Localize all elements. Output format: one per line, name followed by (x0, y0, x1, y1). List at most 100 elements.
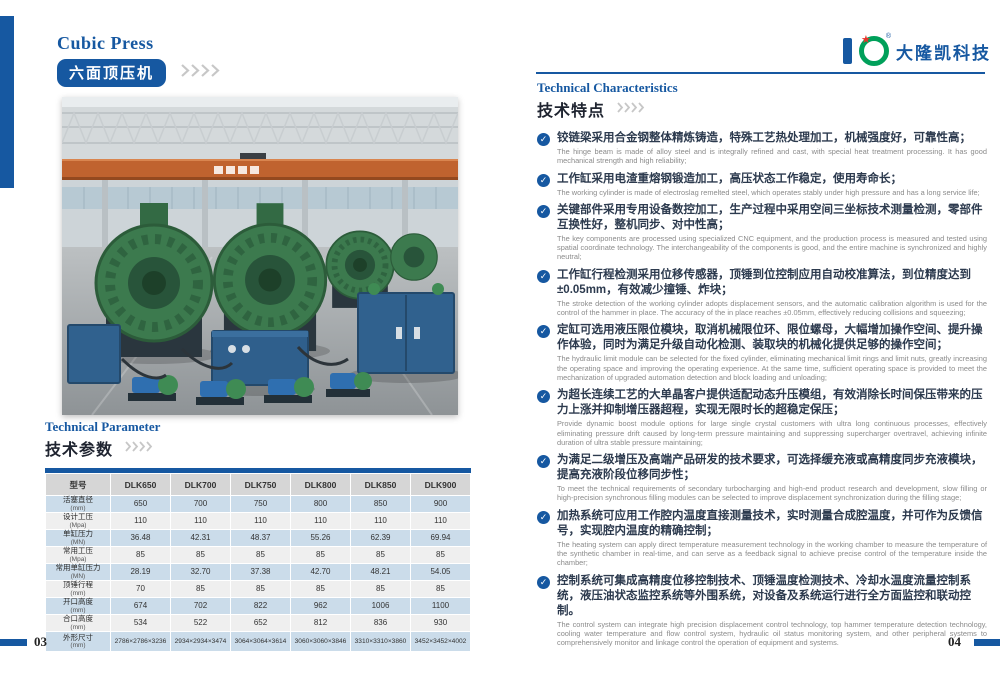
parameter-title-en: Technical Parameter (45, 419, 161, 434)
characteristic-item: ✓ 铰链梁采用合金钢整体精炼铸造，特殊工艺热处理加工，机械强度好，可靠性高； T… (537, 131, 987, 166)
logo-ring-icon: ★ ® (859, 33, 891, 66)
parameter-value: 69.94 (411, 530, 470, 546)
characteristic-text-en: To meet the technical requirements of se… (557, 484, 987, 503)
characteristics-list: ✓ 铰链梁采用合金钢整体精炼铸造，特殊工艺热处理加工，机械强度好，可靠性高； T… (537, 131, 987, 648)
parameter-value: 28.19 (111, 564, 170, 580)
parameter-value: 110 (351, 513, 410, 529)
parameter-value: 650 (111, 496, 170, 512)
characteristic-text-zh: 定缸可选用液压限位模块，取消机械限位环、限位螺母，大幅增加操作空间、提升操作体验… (557, 324, 983, 352)
header-rule (536, 72, 985, 74)
parameter-label: 常用工压 (Mpa) (46, 547, 110, 563)
check-icon: ✓ (537, 455, 550, 469)
logo-registered-mark: ® (885, 33, 891, 40)
parameter-table: 型号 DLK650 DLK700 DLK750 DLK800 DLK850 DLK900 活… (45, 473, 471, 652)
parameter-row: 单缸压力 (MN) 36.48 42.31 48.37 55.26 62.39 69.94 (46, 530, 470, 546)
parameter-value: 85 (291, 547, 350, 563)
parameter-value: 2786×2786×3236 (111, 632, 170, 651)
parameter-value: 85 (111, 547, 170, 563)
page-number-bar-right (974, 639, 1000, 646)
check-icon: ✓ (537, 133, 550, 146)
model-header: DLK650 (111, 474, 170, 495)
page-number-left: 03 (34, 634, 47, 649)
parameter-value: 110 (171, 513, 230, 529)
parameter-title-zh: 技术参数 (45, 442, 114, 459)
parameter-value: 3452×3452×4002 (411, 632, 470, 651)
parameter-value: 3060×3060×3846 (291, 632, 350, 651)
characteristic-text-zh: 为满足二级增压及高端产品研发的技术要求，可选择缓充液或高精度同步充液模块，提高充… (557, 454, 983, 482)
parameter-row: 活塞直径 (mm) 650 700 750 800 850 900 (46, 496, 470, 512)
characteristic-text-zh: 关键部件采用专用设备数控加工，生产过程中采用空间三坐标技术测量检测，零部件互换性… (557, 203, 983, 231)
check-icon: ✓ (537, 325, 550, 339)
model-header: DLK850 (351, 474, 410, 495)
characteristic-item: ✓ 关键部件采用专用设备数控加工，生产过程中采用空间三坐标技术测量检测，零部件互… (537, 203, 987, 262)
parameter-value: 110 (231, 513, 290, 529)
technical-characteristics-section: Technical Characteristics 技术特点 ✓ 铰链梁采用合金… (537, 80, 987, 648)
characteristic-item: ✓ 工作缸行程检测采用位移传感器，顶锤到位控制应用自动校准算法，到位精度达到±0… (537, 268, 987, 318)
page-header: Cubic Press 六面顶压机 (57, 33, 232, 87)
parameter-value: 900 (411, 496, 470, 512)
characteristics-title-en: Technical Characteristics (537, 80, 678, 95)
product-photo (62, 97, 458, 415)
parameter-value: 85 (171, 547, 230, 563)
technical-parameter-section: Technical Parameter 技术参数 型号 DLK650 DLK700 D… (45, 419, 471, 652)
characteristic-item: ✓ 定缸可选用液压限位模块，取消机械限位环、限位螺母，大幅增加操作空间、提升操作… (537, 323, 987, 382)
parameter-label: 顶锤行程 (mm) (46, 581, 110, 597)
model-column-header: 型号 (46, 474, 110, 495)
chevron-decoration-icon (125, 439, 159, 457)
parameter-value: 850 (351, 496, 410, 512)
characteristics-title-zh: 技术特点 (537, 103, 606, 120)
parameter-value: 85 (351, 547, 410, 563)
parameter-value: 85 (231, 581, 290, 597)
parameter-value: 812 (291, 615, 350, 631)
parameter-value: 702 (171, 598, 230, 614)
check-icon: ✓ (537, 204, 550, 218)
parameter-value: 3064×3064×3614 (231, 632, 290, 651)
logo-star-icon: ★ (861, 34, 871, 46)
parameter-value: 1100 (411, 598, 470, 614)
characteristic-item: ✓ 加热系统可应用工作腔内温度直接测量技术，实时测量合成腔温度，并可作为反馈信号… (537, 509, 987, 568)
parameter-value: 522 (171, 615, 230, 631)
characteristic-text-en: Provide dynamic boost module options for… (557, 419, 987, 447)
characteristic-text-en: The hydraulic limit module can be select… (557, 354, 987, 382)
page-title-pill: 六面顶压机 (57, 59, 167, 87)
parameter-value: 3310×3310×3860 (351, 632, 410, 651)
workshop-scene (62, 97, 458, 415)
model-header: DLK700 (171, 474, 230, 495)
check-icon: ✓ (537, 575, 550, 589)
parameter-row: 常用工压 (Mpa) 85 85 85 85 85 85 (46, 547, 470, 563)
parameter-label: 活塞直径 (mm) (46, 496, 110, 512)
parameter-value: 36.48 (111, 530, 170, 546)
parameter-label: 单缸压力 (MN) (46, 530, 110, 546)
table-top-bar (45, 468, 471, 473)
parameter-value: 70 (111, 581, 170, 597)
characteristic-text-en: The hinge beam is made of alloy steel an… (557, 147, 987, 166)
parameter-value: 85 (171, 581, 230, 597)
check-icon: ✓ (537, 510, 550, 524)
model-header: DLK800 (291, 474, 350, 495)
parameter-row: 设计工压 (Mpa) 110 110 110 110 110 110 (46, 513, 470, 529)
check-icon: ✓ (537, 390, 550, 404)
chevron-decoration-icon (617, 100, 651, 118)
logo-bar-icon (843, 38, 852, 64)
parameter-value: 652 (231, 615, 290, 631)
parameter-value: 62.39 (351, 530, 410, 546)
characteristic-text-zh: 工作缸行程检测采用位移传感器，顶锤到位控制应用自动校准算法，到位精度达到±0.0… (557, 268, 971, 296)
parameter-row: 顶锤行程 (mm) 70 85 85 85 85 85 (46, 581, 470, 597)
parameter-value: 836 (351, 615, 410, 631)
left-accent-bar (0, 16, 14, 188)
parameter-value: 962 (291, 598, 350, 614)
parameter-value: 85 (411, 547, 470, 563)
page-number-right: 04 (948, 634, 961, 649)
characteristic-text-en: The key components are processed using s… (557, 233, 987, 262)
parameter-value: 85 (351, 581, 410, 597)
parameter-value: 42.70 (291, 564, 350, 580)
parameter-label: 常用单缸压力 (MN) (46, 564, 110, 580)
parameter-label: 设计工压 (Mpa) (46, 513, 110, 529)
parameter-value: 110 (111, 513, 170, 529)
parameter-value: 37.38 (231, 564, 290, 580)
characteristic-text-zh: 为超长连续工艺的大单晶客户提供适配动态升压模组，有效消除长时间保压带来的压力上涨… (557, 389, 983, 417)
parameter-value: 85 (231, 547, 290, 563)
parameter-label: 外形尺寸 (mm) (46, 632, 110, 651)
page-title-zh: 六面顶压机 (69, 65, 155, 82)
